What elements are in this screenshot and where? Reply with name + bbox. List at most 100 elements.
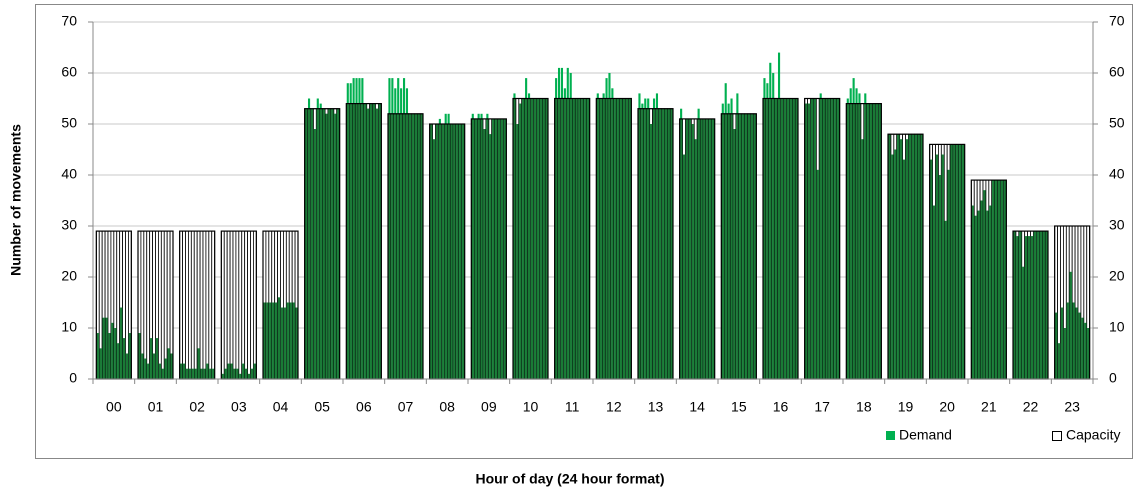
demand-bar-overlap (911, 134, 914, 379)
demand-bar-overlap (331, 108, 334, 379)
demand-bar-overlap (572, 98, 575, 379)
demand-bar-overlap (914, 134, 917, 379)
demand-bar-overlap (337, 108, 340, 379)
demand-bar-overlap (516, 124, 519, 379)
y-tick-label: 50 (61, 115, 77, 131)
demand-bar-overlap (164, 358, 167, 379)
demand-bar-overlap (194, 368, 197, 379)
demand-bar-overlap (191, 368, 194, 379)
demand-bar-overlap (497, 118, 501, 380)
demand-bar-overlap (316, 108, 319, 379)
demand-bar-overlap (349, 103, 352, 379)
y2-tick-label: 10 (1109, 319, 1125, 335)
demand-bar-overlap (108, 333, 111, 379)
demand-bar-overlap (775, 98, 778, 379)
y-tick-label: 70 (61, 13, 77, 29)
y2-tick-label: 30 (1109, 217, 1125, 233)
demand-bar-overlap (239, 373, 242, 379)
demand-bar-overlap (900, 139, 903, 379)
y-tick-label: 10 (61, 319, 77, 335)
demand-bar-overlap (522, 98, 525, 379)
x-tick-label: 10 (523, 399, 539, 415)
demand-bar-overlap (453, 124, 456, 379)
demand-bar-overlap (1003, 180, 1006, 379)
demand-bar-overlap (867, 103, 870, 379)
capacity-bar (223, 230, 228, 380)
x-tick-label: 03 (231, 399, 247, 415)
capacity-bar (244, 230, 248, 380)
demand-bar-overlap (182, 363, 186, 379)
demand-bar-overlap (581, 98, 584, 379)
demand-bar-overlap (622, 98, 626, 379)
demand-bar-overlap (372, 103, 376, 379)
demand-bar-overlap (402, 113, 406, 380)
demand-bar-overlap (783, 98, 786, 379)
y-tick-label: 0 (69, 370, 77, 386)
demand-bar-overlap (697, 118, 700, 380)
demand-bar-overlap (125, 353, 129, 379)
capacity-bar (160, 230, 165, 380)
demand-bar-overlap (763, 98, 766, 379)
demand-bar-overlap (742, 113, 745, 380)
capacity-bar (143, 230, 148, 380)
demand-bar-overlap (810, 98, 814, 379)
demand-bar-overlap (286, 302, 289, 379)
demand-bar-overlap (664, 108, 667, 379)
demand-bar-overlap (938, 175, 941, 379)
demand-bar-overlap (414, 113, 417, 380)
demand-bar-overlap (122, 338, 126, 379)
demand-bar-overlap (275, 302, 278, 379)
demand-bar-overlap (197, 348, 200, 379)
x-tick-label: 16 (773, 399, 789, 415)
demand-bar-overlap (611, 98, 614, 379)
x-tick-label: 02 (189, 399, 205, 415)
demand-bar-overlap (995, 180, 998, 379)
demand-bar-overlap (292, 302, 295, 379)
demand-bar-overlap (733, 129, 736, 379)
demand-bar-overlap (224, 368, 227, 379)
demand-bar-overlap (628, 98, 631, 379)
capacity-bar (235, 230, 240, 380)
demand-bar-overlap (227, 363, 230, 379)
demand-bar-overlap (736, 113, 739, 380)
demand-bar-overlap (450, 124, 453, 379)
demand-bar-overlap (1075, 307, 1078, 379)
demand-bar-overlap (888, 134, 891, 379)
demand-bar-overlap (530, 98, 534, 379)
demand-bar-overlap (480, 118, 483, 380)
capacity-bar (188, 230, 192, 380)
demand-bar-overlap (661, 108, 664, 379)
demand-bar-overlap (944, 220, 947, 379)
y2-tick-label: 70 (1109, 13, 1125, 29)
capacity-bar (185, 230, 189, 380)
demand-bar-overlap (96, 333, 99, 379)
demand-bar-overlap (932, 205, 936, 379)
demand-bar-overlap (560, 98, 564, 379)
demand-bar-overlap (1013, 231, 1016, 379)
demand-bar-overlap (641, 108, 644, 379)
demand-bar-overlap (930, 159, 933, 379)
demand-bar-overlap (650, 124, 653, 379)
demand-bar-overlap (855, 103, 858, 379)
demand-bar-overlap (875, 103, 879, 379)
demand-bar-overlap (870, 103, 873, 379)
demand-bar-overlap (328, 108, 331, 379)
demand-bar-overlap (555, 98, 558, 379)
demand-bar-overlap (807, 103, 811, 379)
demand-bar-overlap (492, 118, 495, 380)
capacity-bar (238, 230, 243, 380)
demand-bar-overlap (542, 98, 545, 379)
demand-bar-overlap (117, 343, 120, 379)
demand-bar-overlap (745, 113, 748, 380)
capacity-bar (146, 230, 151, 380)
capacity-bar (163, 230, 168, 380)
demand-bar-overlap (495, 118, 498, 380)
demand-bar-overlap (203, 368, 206, 379)
capacity-bar (205, 230, 210, 380)
legend-swatch (1052, 431, 1062, 441)
demand-bar-overlap (822, 98, 825, 379)
y-tick-label: 20 (61, 268, 77, 284)
demand-bar-overlap (420, 113, 423, 380)
y-tick-label: 30 (61, 217, 77, 233)
demand-bar-overlap (813, 98, 816, 379)
